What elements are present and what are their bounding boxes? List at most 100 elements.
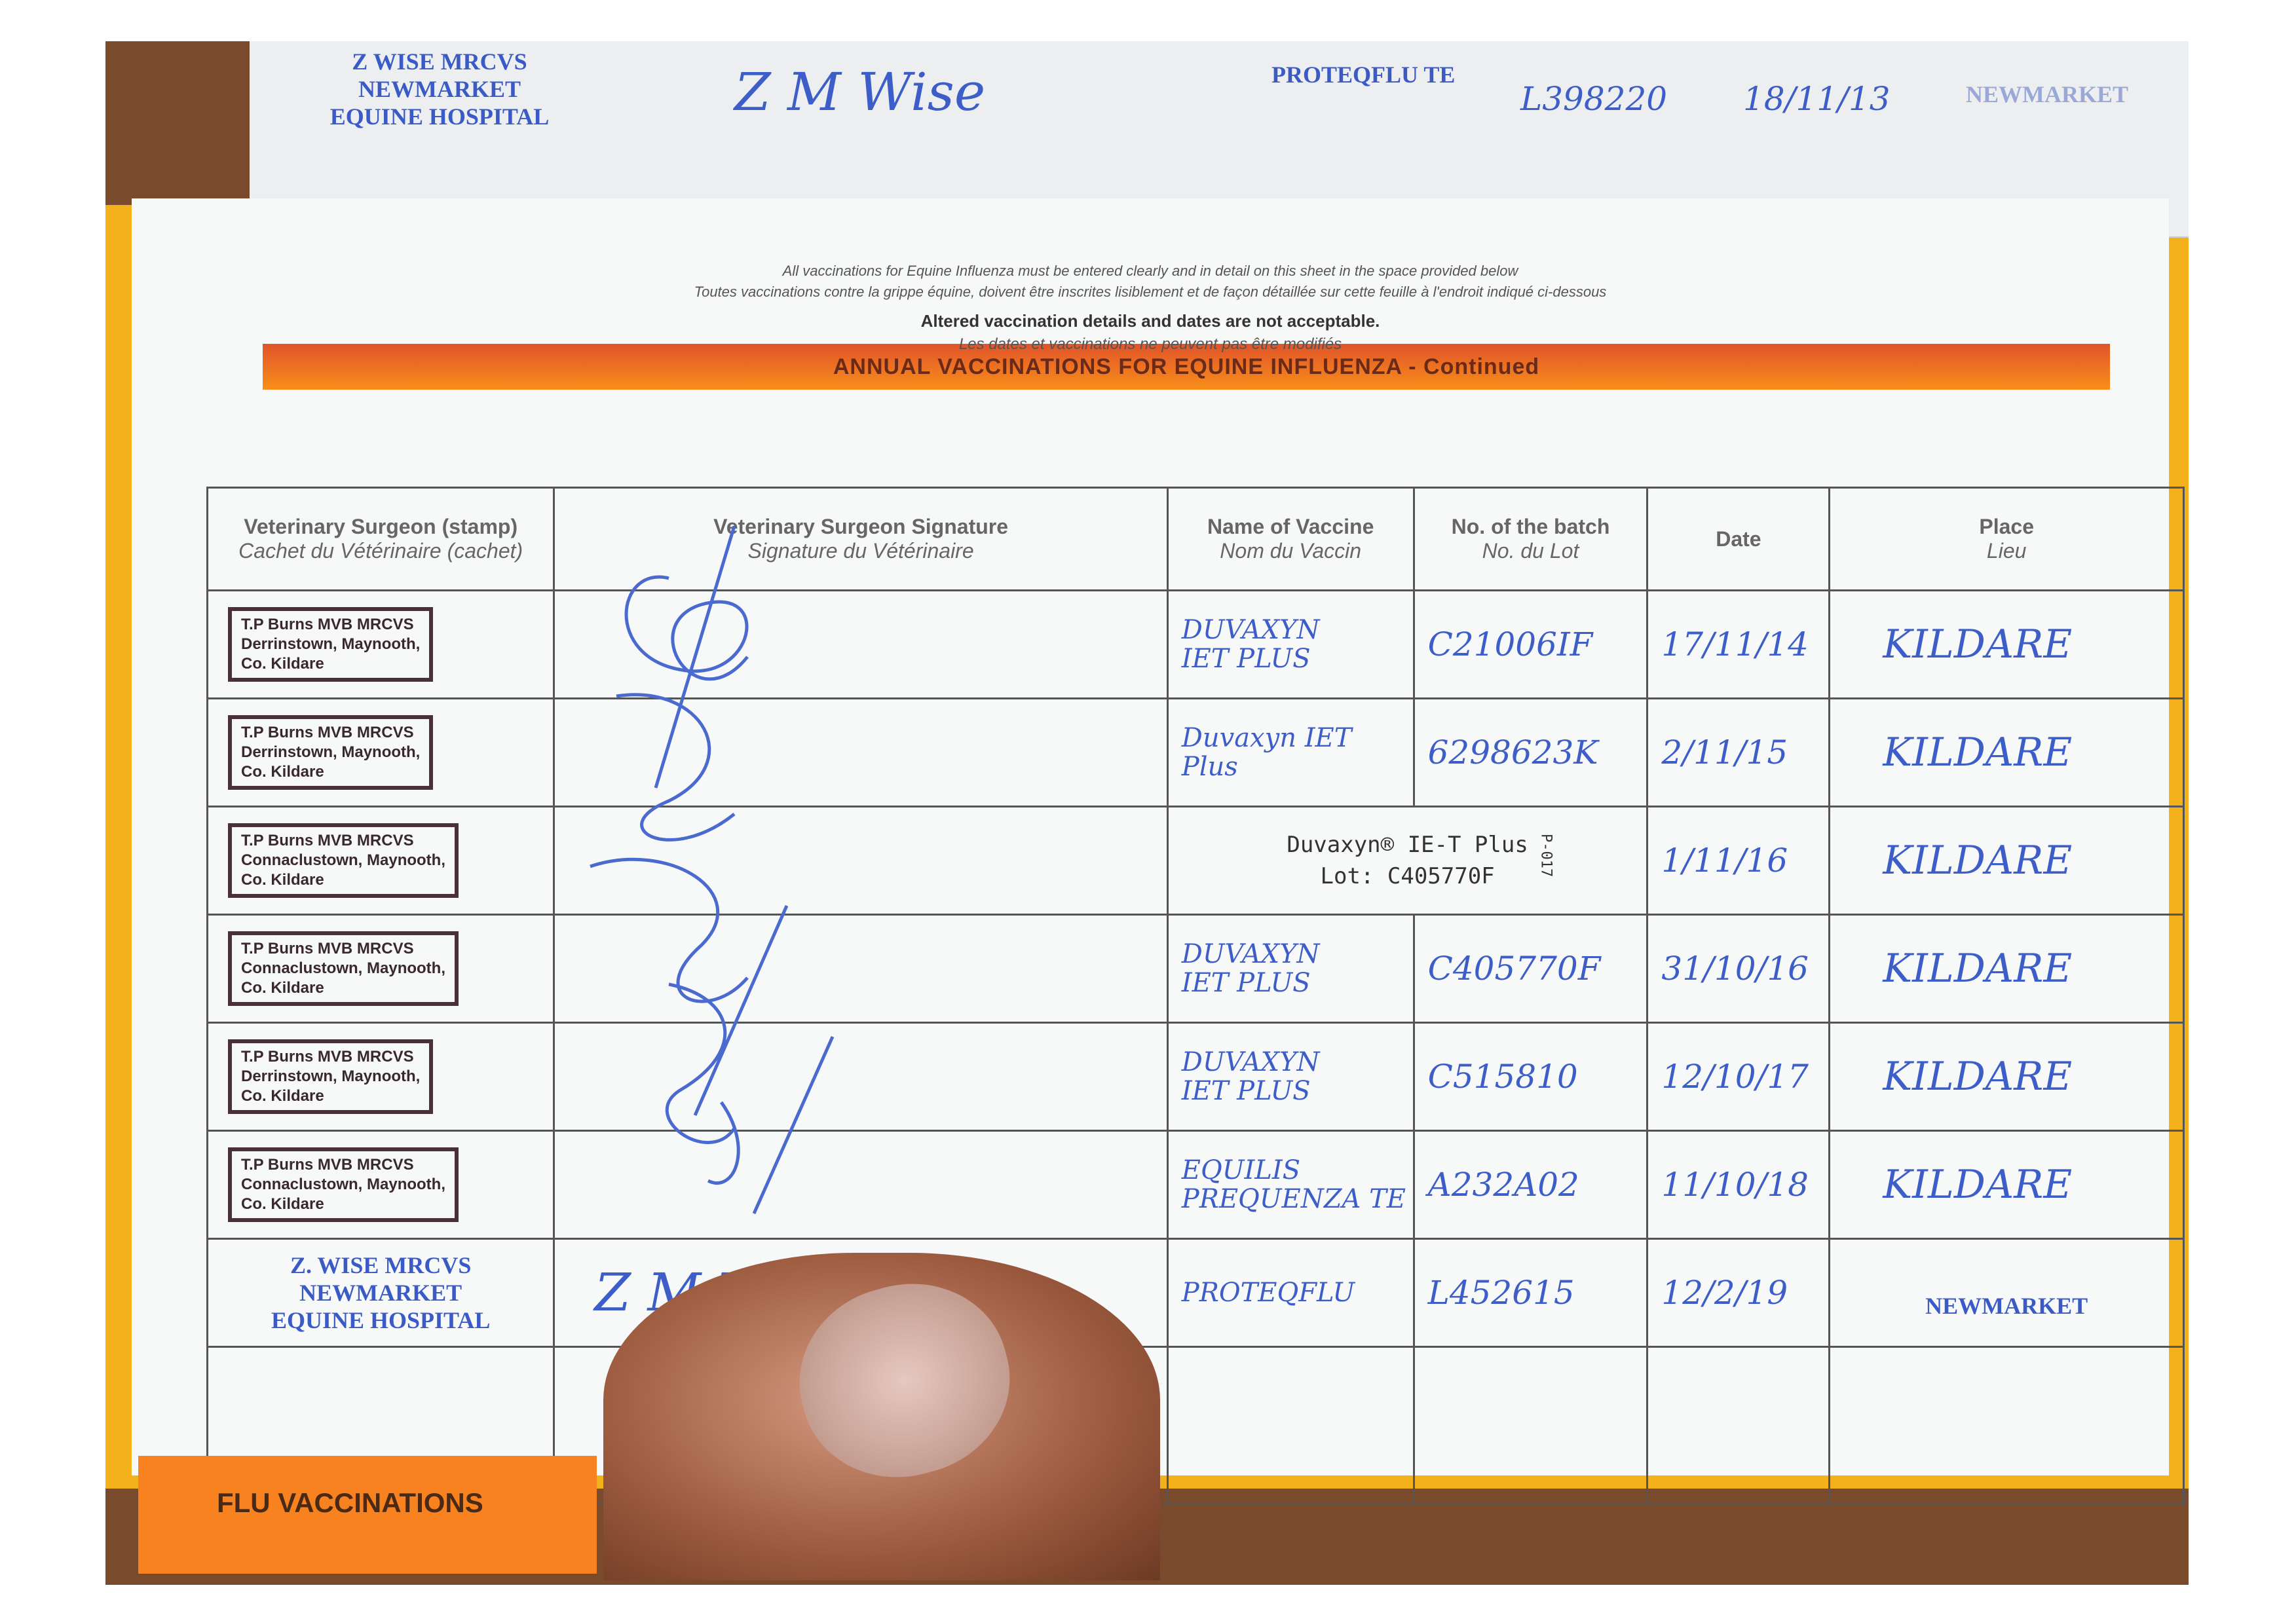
vaccine-line: EQUILIS	[1181, 1155, 1301, 1185]
date-text: 31/10/16	[1661, 950, 1809, 988]
place-text: KILDARE	[1883, 838, 2073, 883]
place-stamp: NEWMARKET	[1925, 1293, 2088, 1319]
batch-number: C21006IF	[1412, 589, 1649, 699]
vet-stamp: T.P Burns MVB MRCVS Connaclustown, Maynoo…	[228, 931, 459, 1006]
vet-stamp: T.P Burns MVB MRCVS Derrinstown, Maynooth…	[228, 1039, 434, 1114]
date-text: 2/11/15	[1661, 733, 1788, 771]
stamp-line: Connaclustown, Maynooth,	[241, 851, 445, 869]
previous-signature: Z M Wise	[734, 62, 986, 122]
stamp-line: T.P Burns MVB MRCVS	[241, 616, 414, 633]
previous-vaccine: PROTEQFLU TE	[1271, 62, 1456, 88]
stamp-line: Derrinstown, Maynooth,	[241, 635, 421, 653]
vet-stamp: T.P Burns MVB MRCVS Connaclustown, Maynoo…	[228, 823, 459, 898]
vaccine-line: Plus	[1181, 752, 1238, 782]
place: KILDARE	[1828, 1130, 2185, 1240]
date-text: 12/2/19	[1661, 1274, 1788, 1312]
previous-stamp: Z WISE MRCVS NEWMARKET EQUINE HOSPITAL	[309, 48, 571, 130]
batch-text: L452615	[1427, 1274, 1575, 1312]
signature-cell	[553, 697, 1169, 807]
sticker-name: Duvaxyn® IE-T Plus	[1287, 832, 1528, 858]
stamp-line: Co. Kildare	[241, 1195, 324, 1213]
vaccine-sticker-cell: Duvaxyn® IE-T Plus Lot: C405770F P-017	[1166, 806, 1649, 916]
vet-stamp: T.P Burns MVB MRCVS Derrinstown, Maynooth…	[228, 607, 434, 682]
col-stamp: Veterinary Surgeon (stamp) Cachet du Vété…	[206, 487, 555, 591]
date-text: 17/11/14	[1661, 625, 1809, 663]
vaccine-name: DUVAXYN IET PLUS	[1166, 914, 1415, 1024]
stamp-line: Co. Kildare	[241, 871, 324, 889]
vaccine-line: DUVAXYN	[1181, 615, 1320, 645]
stamp-cell: Z. WISE MRCVS NEWMARKET EQUINE HOSPITAL	[206, 1238, 555, 1348]
stamp-line: T.P Burns MVB MRCVS	[241, 1048, 414, 1066]
previous-date: 18/11/13	[1743, 80, 1891, 118]
vaccine-name: EQUILIS PREQUENZA TE	[1166, 1130, 1415, 1240]
signature-cell	[553, 589, 1169, 699]
vaccine-name: DUVAXYN IET PLUS	[1166, 1022, 1415, 1132]
place: KILDARE	[1828, 589, 2185, 699]
table-row: T.P Burns MVB MRCVS Connaclustown, Maynoo…	[206, 1130, 2185, 1240]
vet-stamp: T.P Burns MVB MRCVS Connaclustown, Maynoo…	[228, 1147, 459, 1222]
section-title: ANNUAL VACCINATIONS FOR EQUINE INFLUENZA…	[263, 344, 2110, 390]
vaccine-line: IET PLUS	[1181, 644, 1311, 674]
vaccine-line: IET PLUS	[1181, 968, 1311, 998]
table-row: T.P Burns MVB MRCVS Derrinstown, Maynooth…	[206, 589, 2185, 699]
vaccine-name: Duvaxyn IET Plus	[1166, 697, 1415, 807]
vaccine-name: PROTEQFLU	[1166, 1238, 1415, 1348]
place: KILDARE	[1828, 914, 2185, 1024]
vaccine-name: DUVAXYN IET PLUS	[1166, 589, 1415, 699]
table-row: T.P Burns MVB MRCVS Derrinstown, Maynooth…	[206, 1022, 2185, 1132]
stamp-line: EQUINE HOSPITAL	[329, 103, 550, 130]
date: 12/2/19	[1646, 1238, 1831, 1348]
stamp-line: NEWMARKET	[299, 1280, 462, 1306]
place: NEWMARKET	[1828, 1238, 2185, 1348]
stamp-line: Derrinstown, Maynooth,	[241, 743, 421, 761]
col-signature: Veterinary Surgeon Signature Signature du…	[553, 487, 1169, 591]
stamp-line: T.P Burns MVB MRCVS	[241, 940, 414, 957]
vaccine-line: PREQUENZA TE	[1181, 1184, 1406, 1214]
stamp-cell: T.P Burns MVB MRCVS Connaclustown, Maynoo…	[206, 914, 555, 1024]
batch-text: C405770F	[1427, 950, 1601, 988]
date: 17/11/14	[1646, 589, 1831, 699]
table-header: Veterinary Surgeon (stamp) Cachet du Vété…	[206, 487, 2185, 591]
vaccine-sticker: Duvaxyn® IE-T Plus Lot: C405770F	[1169, 829, 1647, 892]
passport-photo: Z WISE MRCVS NEWMARKET EQUINE HOSPITAL Z…	[105, 41, 2189, 1585]
place: KILDARE	[1828, 806, 2185, 916]
vet-stamp-blue: Z. WISE MRCVS NEWMARKET EQUINE HOSPITAL	[208, 1251, 553, 1334]
stamp-cell: T.P Burns MVB MRCVS Derrinstown, Maynooth…	[206, 697, 555, 807]
batch-text: C21006IF	[1427, 625, 1593, 663]
signature-scribbles	[590, 526, 835, 1215]
batch-number: 6298623K	[1412, 697, 1649, 807]
table-row: T.P Burns MVB MRCVS Connaclustown, Maynoo…	[206, 806, 2185, 916]
stamp-cell: T.P Burns MVB MRCVS Connaclustown, Maynoo…	[206, 1130, 555, 1240]
instruction-fr: Toutes vaccinations contre la grippe équ…	[694, 284, 1607, 300]
signature-cell	[553, 1130, 1169, 1240]
place-text: KILDARE	[1883, 621, 2073, 667]
flu-vaccinations-tab[interactable]: FLU VACCINATIONS	[138, 1456, 597, 1574]
date-text: 1/11/16	[1661, 842, 1788, 880]
vaccine-line: DUVAXYN	[1181, 939, 1320, 969]
vaccine-line: Duvaxyn IET	[1181, 723, 1352, 753]
previous-batch: L398220	[1520, 80, 1668, 118]
warning-en: Altered vaccination details and dates ar…	[920, 311, 1380, 331]
stamp-cell: T.P Burns MVB MRCVS Derrinstown, Maynooth…	[206, 589, 555, 699]
instructions: All vaccinations for Equine Influenza mu…	[132, 263, 2169, 354]
date: 31/10/16	[1646, 914, 1831, 1024]
previous-place: NEWMARKET	[1966, 81, 2129, 107]
vaccination-table: Veterinary Surgeon (stamp) Cachet du Vété…	[206, 487, 2185, 1505]
place: KILDARE	[1828, 697, 2185, 807]
place: KILDARE	[1828, 1022, 2185, 1132]
batch-number: L452615	[1412, 1238, 1649, 1348]
stamp-line: T.P Burns MVB MRCVS	[241, 724, 414, 741]
date-text: 11/10/18	[1661, 1166, 1809, 1204]
batch-number: A232A02	[1412, 1130, 1649, 1240]
place-text: KILDARE	[1883, 1162, 2073, 1208]
date: 2/11/15	[1646, 697, 1831, 807]
sticker-lot: Lot: C405770F	[1320, 863, 1495, 889]
stamp-line: Co. Kildare	[241, 1087, 324, 1105]
stamp-line: NEWMARKET	[358, 76, 521, 102]
vaccine-line: DUVAXYN	[1181, 1047, 1320, 1077]
col-date: Date	[1646, 487, 1831, 591]
stamp-line: Z WISE MRCVS	[352, 48, 527, 75]
stamp-line: Co. Kildare	[241, 655, 324, 673]
date: 12/10/17	[1646, 1022, 1831, 1132]
stamp-line: EQUINE HOSPITAL	[271, 1307, 491, 1333]
